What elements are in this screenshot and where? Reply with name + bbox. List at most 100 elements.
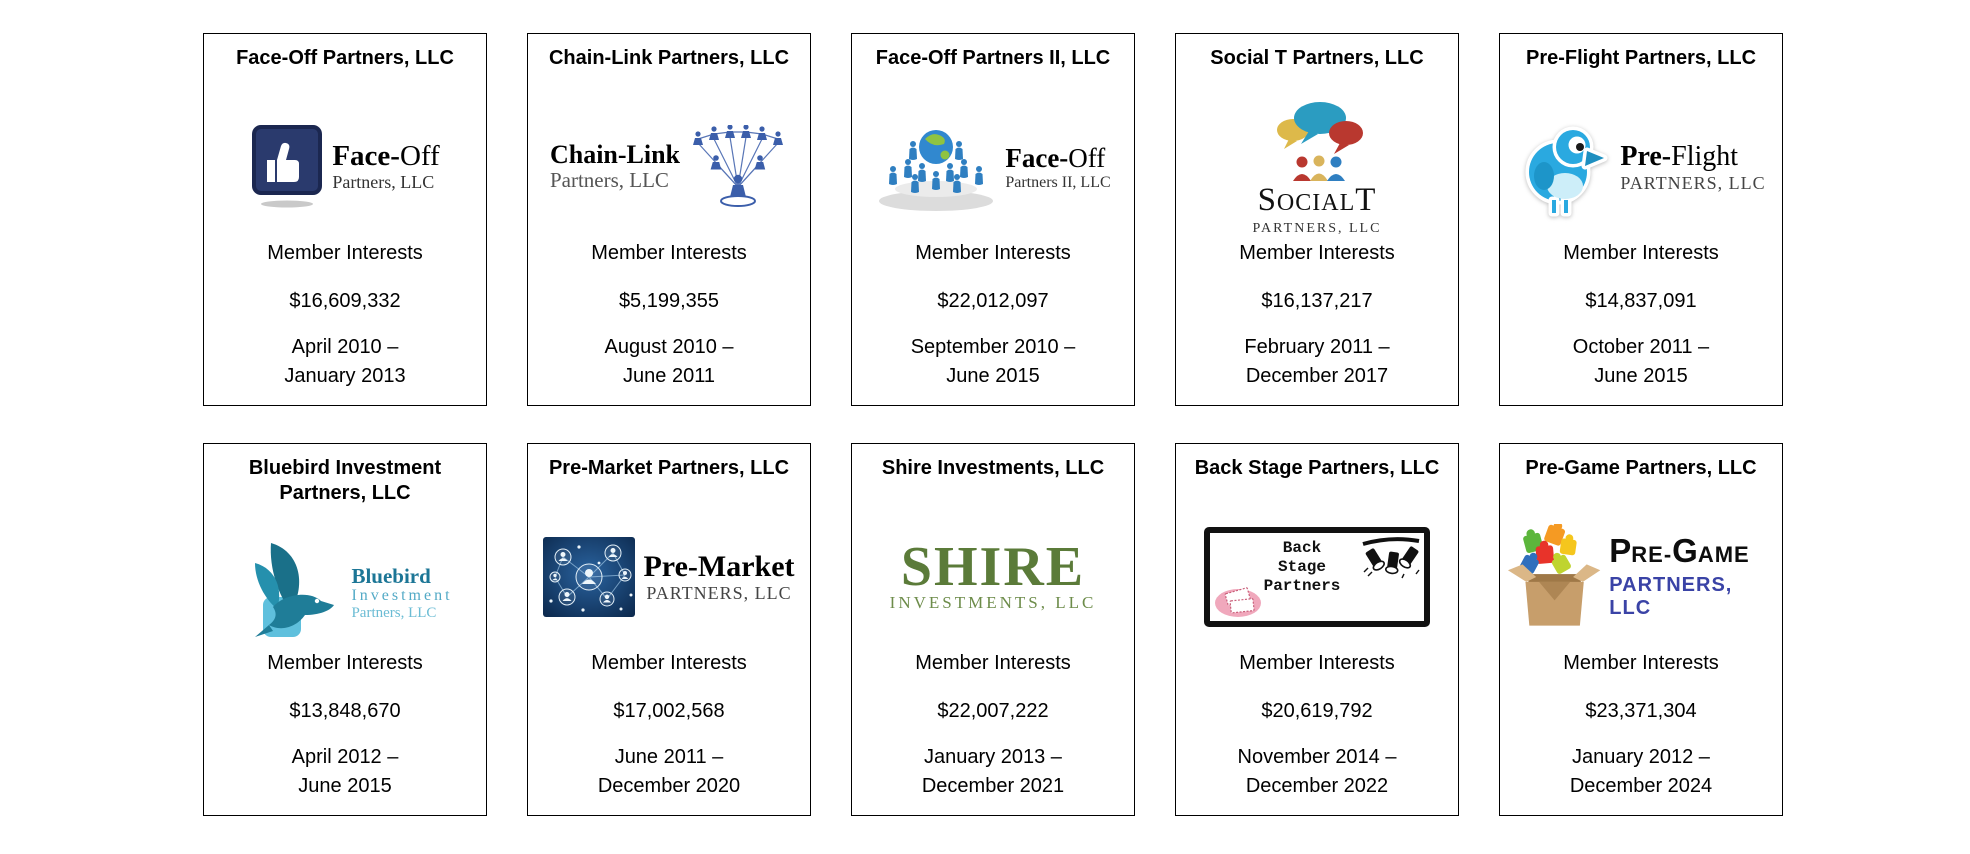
logo-subtitle: Partners, LLC <box>549 168 669 192</box>
date-end: June 2011 <box>623 365 715 387</box>
logo-word: Off <box>1068 142 1106 173</box>
date-start: April 2012 – <box>291 746 399 768</box>
logo-subtitle: Partners, LLC <box>351 604 437 621</box>
logo-subtitle: PARTNERS, LLC <box>1620 172 1766 193</box>
logo-subtitle: PARTNERS, LLC <box>646 582 792 603</box>
card-title: Face-Off Partners II, LLC <box>875 47 1111 69</box>
tickets-icon <box>1215 587 1261 617</box>
date-start: January 2012 – <box>1572 746 1710 768</box>
card-title: Face-Off Partners, LLC <box>236 47 454 69</box>
member-interests-label: Member Interests <box>915 242 1071 264</box>
logo-word: Partners <box>1263 577 1341 595</box>
logo-word: Stage <box>1277 558 1326 576</box>
logo-word: Investment <box>351 586 453 604</box>
member-interests-label: Member Interests <box>267 242 423 264</box>
date-start: August 2010 – <box>604 336 734 358</box>
date-start: June 2011 – <box>614 746 724 768</box>
logo-subtitle: PARTNERS, LLC <box>1609 573 1733 619</box>
date-start: November 2014 – <box>1237 746 1397 768</box>
logo-word: S <box>1257 182 1277 218</box>
logo-subtitle: INVESTMENTS, LLC <box>889 593 1097 612</box>
date-start: February 2011 – <box>1244 336 1390 358</box>
date-start: September 2010 – <box>910 336 1076 358</box>
logo-word: T <box>1355 182 1377 218</box>
amount-value: $16,137,217 <box>1261 290 1373 312</box>
card-title: Shire Investments, LLC <box>881 457 1105 479</box>
member-interests-label: Member Interests <box>591 242 747 264</box>
logo-word: RE- <box>1631 541 1673 567</box>
logo-word: G <box>1672 531 1698 569</box>
date-end: December 2017 <box>1245 365 1389 387</box>
card-bluebird-investment-partners: Bluebird Investment Partners, LLC Bluebi… <box>203 443 487 816</box>
social-t-logo: SOCIALT PARTNERS, LLC <box>1182 92 1452 242</box>
amount-value: $17,002,568 <box>613 700 725 722</box>
member-interests-label: Member Interests <box>267 652 423 674</box>
logo-word: Flight <box>1671 140 1739 172</box>
date-range: October 2011 – June 2015 <box>1500 333 1782 391</box>
pre-game-wordmark: PRE-GAME PARTNERS, LLC <box>1609 531 1776 620</box>
amount-value: $13,848,670 <box>289 700 401 722</box>
member-interests-label: Member Interests <box>1563 652 1719 674</box>
amount-value: $14,837,091 <box>1585 290 1697 312</box>
crowd-globe-icon <box>879 130 994 211</box>
member-interests-label: Member Interests <box>1239 652 1395 674</box>
pre-flight-wordmark: Pre-Flight PARTNERS, LLC <box>1620 141 1765 194</box>
date-end: January 2013 <box>284 365 406 387</box>
member-interests-label: Member Interests <box>1563 242 1719 264</box>
shire-wordmark: SHIRE INVESTMENTS, LLC <box>889 539 1097 613</box>
date-start: October 2011 – <box>1572 336 1710 358</box>
card-title: Pre-Flight Partners, LLC <box>1525 47 1757 69</box>
back-stage-frame: Back Stage Partners <box>1204 527 1430 627</box>
amount-value: $5,199,355 <box>618 290 720 312</box>
chain-link-wordmark: Chain-Link Partners, LLC <box>550 141 680 193</box>
spotlights-icon <box>1362 537 1420 579</box>
logo-word: Off <box>399 140 440 172</box>
date-range: April 2010 – January 2013 <box>204 333 486 391</box>
date-range: November 2014 – December 2022 <box>1176 743 1458 801</box>
puzzle-box-icon <box>1507 524 1601 626</box>
pre-flight-logo: Pre-Flight PARTNERS, LLC <box>1506 92 1776 242</box>
social-t-wordmark: SOCIALT <box>1253 182 1382 221</box>
card-title: Social T Partners, LLC <box>1210 47 1424 69</box>
card-title: Back Stage Partners, LLC <box>1194 457 1440 479</box>
date-range: January 2013 – December 2021 <box>852 743 1134 801</box>
card-title: Bluebird Investment Partners, LLC <box>248 457 442 504</box>
back-stage-logo: Back Stage Partners <box>1182 502 1452 652</box>
card-social-t-partners: Social T Partners, LLC SOCIALT <box>1175 33 1459 406</box>
card-back-stage-partners: Back Stage Partners, LLC Back Stage Part… <box>1175 443 1459 816</box>
pre-game-logo: PRE-GAME PARTNERS, LLC <box>1506 502 1776 652</box>
card-chain-link-partners: Chain-Link Partners, LLC Chain-Link Part… <box>527 33 811 406</box>
date-start: January 2013 – <box>924 746 1062 768</box>
logo-word: Pre-Market <box>643 549 795 583</box>
logo-subtitle: PARTNERS, LLC <box>1252 221 1382 236</box>
card-face-off-partners-ii: Face-Off Partners II, LLC <box>851 33 1135 406</box>
date-start: April 2010 – <box>291 336 399 358</box>
amount-value: $23,371,304 <box>1585 700 1697 722</box>
amount-value: $16,609,332 <box>289 290 401 312</box>
logo-subtitle: Partners II, LLC <box>1005 173 1111 191</box>
date-end: June 2015 <box>1594 365 1688 387</box>
member-interests-label: Member Interests <box>915 652 1071 674</box>
date-end: June 2015 <box>946 365 1040 387</box>
blue-bird-icon <box>1525 126 1608 217</box>
date-end: December 2022 <box>1245 775 1389 797</box>
logo-word: Back <box>1282 539 1322 557</box>
people-network-icon <box>693 125 784 207</box>
thumbs-up-icon <box>252 125 323 208</box>
date-end: June 2015 <box>298 775 392 797</box>
speech-bubbles-people-icon <box>1276 102 1363 181</box>
card-pre-market-partners: Pre-Market Partners, LLC <box>527 443 811 816</box>
date-end: December 2024 <box>1569 775 1713 797</box>
member-interests-label: Member Interests <box>591 652 747 674</box>
date-range: February 2011 – December 2017 <box>1176 333 1458 391</box>
card-pre-flight-partners: Pre-Flight Partners, LLC Pre-Flight PART… <box>1499 33 1783 406</box>
card-title: Pre-Market Partners, LLC <box>548 457 790 479</box>
date-end: December 2020 <box>597 775 741 797</box>
card-pre-game-partners: Pre-Game Partners, LLC PRE-GAME <box>1499 443 1783 816</box>
card-title: Pre-Game Partners, LLC <box>1525 457 1757 479</box>
back-stage-wordmark: Back Stage Partners <box>1210 539 1394 596</box>
date-range: June 2011 – December 2020 <box>528 743 810 801</box>
amount-value: $22,007,222 <box>937 700 1049 722</box>
date-range: August 2010 – June 2011 <box>528 333 810 391</box>
